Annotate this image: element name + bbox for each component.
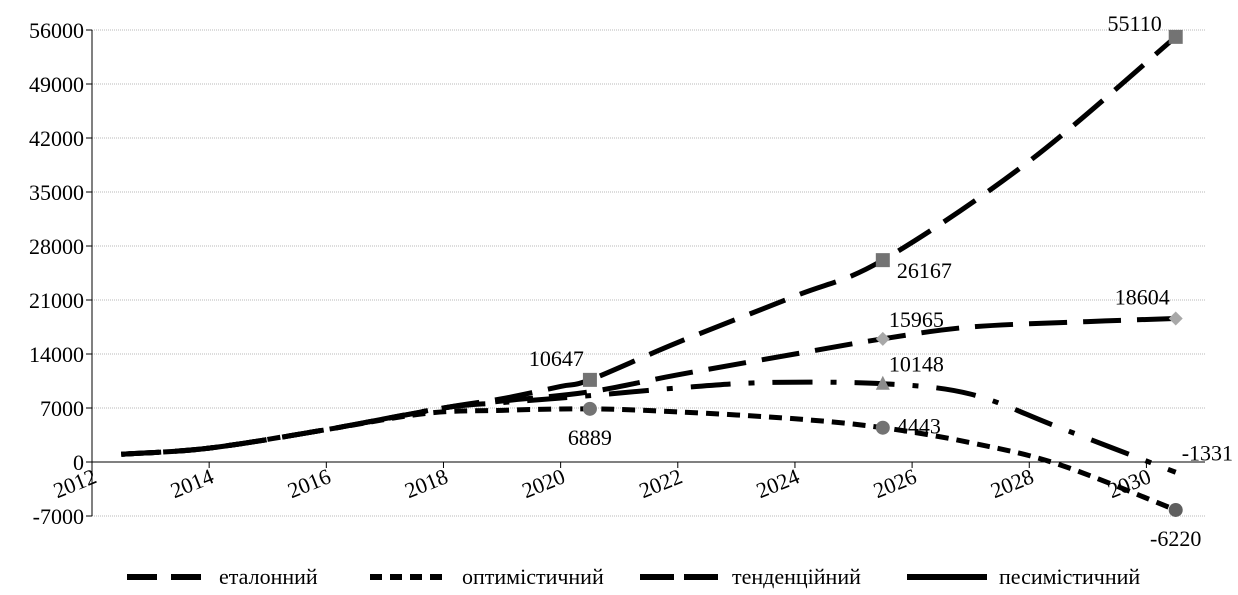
- data-label: 10148: [889, 352, 944, 377]
- x-tick-label: 2022: [636, 463, 686, 503]
- marker-circle: [1168, 502, 1183, 517]
- legend-item-optymistychnyi: оптимістичний: [368, 562, 604, 592]
- x-tick-label: 2016: [284, 463, 334, 503]
- y-tick-label: 7000: [40, 396, 84, 421]
- x-tick-label: 2014: [167, 463, 217, 503]
- legend-label-pesymistychnyi: песимістичний: [999, 564, 1141, 589]
- x-tick-label: 2026: [870, 463, 920, 503]
- y-tick-label: 56000: [29, 18, 84, 43]
- legend-swatch-pesymistychnyi: [907, 574, 987, 580]
- data-label: -6220: [1150, 526, 1201, 551]
- x-tick-label: 2020: [518, 463, 568, 503]
- legend-label-optymistychnyi: оптимістичний: [462, 564, 604, 589]
- data-label: 10647: [529, 346, 584, 371]
- y-tick-label: 14000: [29, 342, 84, 367]
- y-tick-label: 35000: [29, 180, 84, 205]
- y-tick-label: 28000: [29, 234, 84, 259]
- data-label: 18604: [1115, 284, 1170, 309]
- marker-diamond: [875, 331, 890, 346]
- y-tick-label: 21000: [29, 288, 84, 313]
- marker-circle: [582, 401, 597, 416]
- legend-label-tendentsiinyi: тенденційний: [732, 564, 861, 589]
- data-label: 55110: [1108, 11, 1162, 36]
- y-tick-label: 0: [73, 450, 84, 475]
- marker-square: [1168, 29, 1183, 44]
- marker-square: [875, 253, 890, 268]
- y-tick-label: -7000: [33, 504, 84, 529]
- data-label: 6889: [568, 425, 612, 450]
- data-label: -1331: [1182, 440, 1233, 465]
- marker-square: [582, 372, 597, 387]
- y-tick-label: 42000: [29, 126, 84, 151]
- x-tick-label: 2018: [401, 463, 451, 503]
- data-label: 26167: [897, 258, 952, 283]
- chart: -7000 0 7000 14000 21000 28000 35000 42000 49000…: [29, 11, 1233, 551]
- series-line-2: [121, 315, 1176, 457]
- legend-item-tendentsiinyi: тенденційний: [638, 562, 861, 592]
- x-tick-label: 2028: [987, 463, 1037, 503]
- series-line-3: [121, 379, 1177, 475]
- legend-swatch-optymistychnyi: [370, 574, 450, 580]
- legend-item-pesymistychnyi: песимістичний: [905, 562, 1140, 592]
- legend-item-etalonnyi: еталонний: [125, 562, 318, 592]
- marker-circle: [875, 420, 890, 435]
- legend-swatch-tendentsiinyi: [640, 574, 720, 580]
- data-label: 4443: [897, 414, 941, 439]
- legend: еталонний оптимістичний тенденційний пес…: [0, 562, 1238, 592]
- legend-swatch-etalonnyi: [127, 574, 207, 580]
- marker-triangle: [875, 375, 890, 390]
- data-label: 15965: [889, 307, 944, 332]
- x-tick-label: 2024: [753, 463, 803, 503]
- legend-label-etalonnyi: еталонний: [219, 564, 318, 589]
- marker-diamond: [1168, 311, 1183, 326]
- y-tick-label: 49000: [29, 72, 84, 97]
